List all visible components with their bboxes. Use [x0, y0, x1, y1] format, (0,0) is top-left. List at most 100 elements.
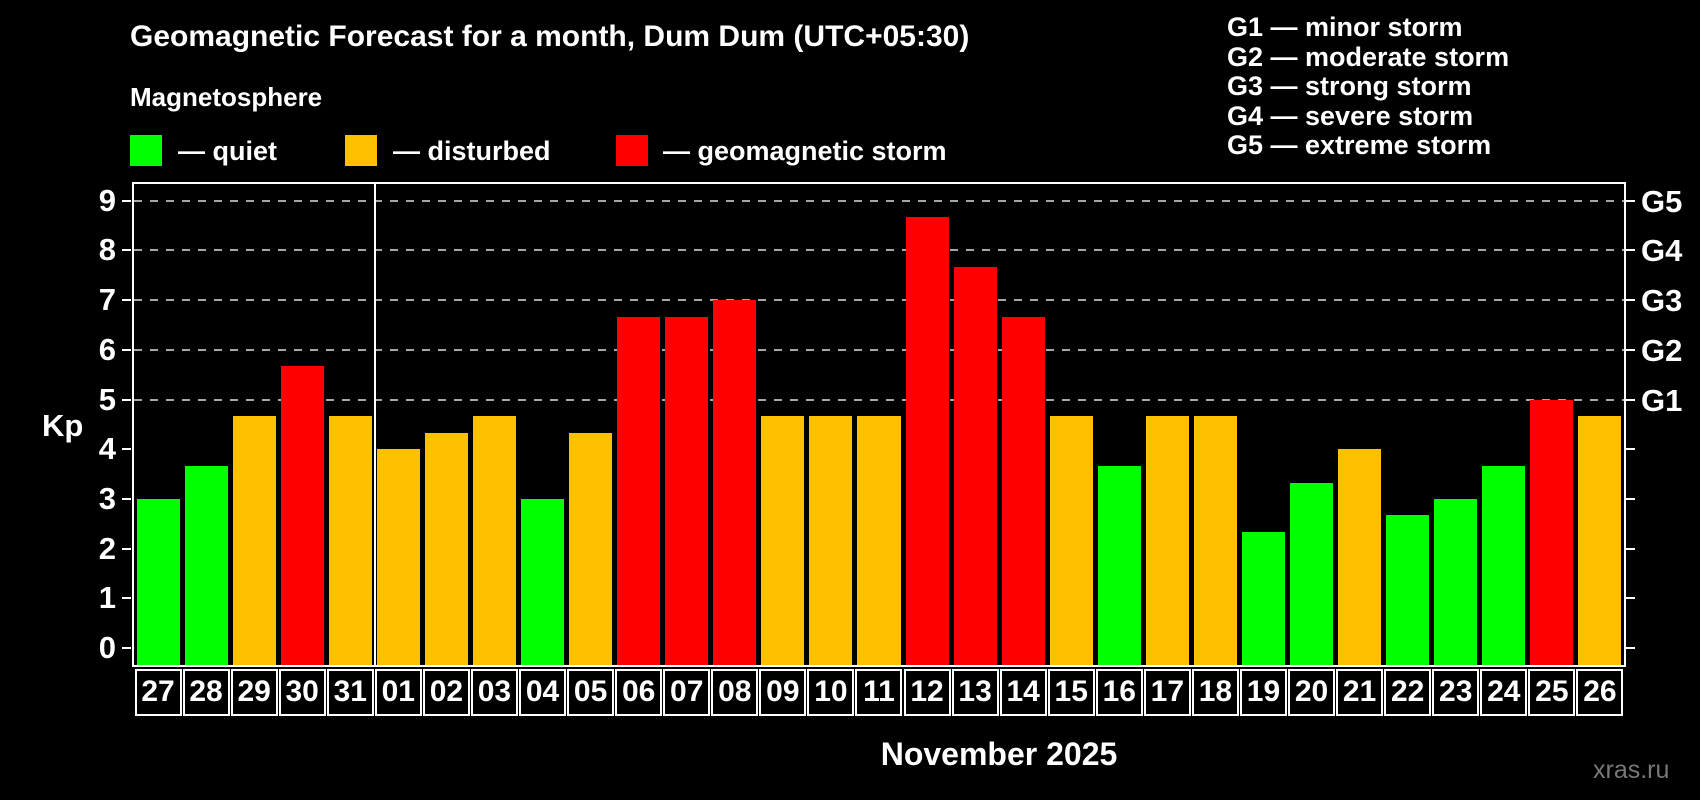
- right-tick-4: [1626, 448, 1635, 451]
- disturbed-legend-label: — disturbed: [393, 136, 551, 166]
- quiet-color-swatch: [130, 135, 162, 166]
- chart-title: Geomagnetic Forecast for a month, Dum Du…: [130, 20, 970, 53]
- date-cell-12: 12: [903, 669, 951, 716]
- g-tick-label-G3: G3: [1641, 283, 1683, 319]
- left-tick-0: [122, 647, 131, 649]
- kp-tick-label-6: 6: [98, 331, 116, 367]
- g-legend-line: G3 — strong storm: [1227, 71, 1472, 102]
- date-cell-23: 23: [1432, 669, 1480, 716]
- date-cell-07: 07: [663, 669, 711, 716]
- date-cell-11: 11: [855, 669, 903, 716]
- plot-inner: [134, 184, 1624, 665]
- magnetosphere-label: Magnetosphere: [130, 82, 323, 112]
- gridline-kp-9: [134, 199, 1624, 202]
- right-tick-0: [1626, 647, 1635, 649]
- date-cell-26: 26: [1576, 669, 1624, 716]
- kp-bar-19: [1241, 532, 1286, 665]
- kp-tick-label-8: 8: [98, 232, 116, 268]
- kp-bar-05: [569, 432, 613, 665]
- kp-bar-20: [1290, 482, 1334, 665]
- left-tick-3: [122, 497, 131, 500]
- date-cell-30: 30: [278, 669, 326, 716]
- date-cell-28: 28: [182, 669, 230, 716]
- kp-bar-07: [665, 316, 709, 665]
- kp-bar-28: [184, 465, 228, 665]
- date-cell-13: 13: [951, 669, 999, 716]
- date-cell-24: 24: [1480, 669, 1528, 716]
- right-tick-3: [1626, 497, 1635, 500]
- right-tick-9: [1626, 199, 1635, 202]
- date-cell-29: 29: [230, 669, 278, 716]
- kp-bar-10: [809, 415, 853, 665]
- g-legend-line: G1 — minor storm: [1227, 12, 1463, 42]
- date-cell-03: 03: [470, 669, 518, 716]
- kp-bar-16: [1097, 465, 1141, 665]
- kp-bar-03: [472, 415, 516, 665]
- date-cell-01: 01: [374, 669, 422, 716]
- g-tick-label-G5: G5: [1641, 183, 1683, 219]
- left-tick-9: [122, 199, 131, 202]
- date-cell-04: 04: [519, 669, 567, 716]
- date-cell-21: 21: [1336, 669, 1384, 716]
- left-tick-1: [122, 597, 131, 600]
- right-tick-8: [1626, 249, 1635, 252]
- kp-bar-09: [761, 415, 805, 665]
- kp-bar-26: [1578, 415, 1622, 665]
- kp-bar-21: [1338, 449, 1382, 665]
- right-tick-6: [1626, 348, 1635, 351]
- g-legend-line: G4 — severe storm: [1227, 100, 1474, 131]
- g-tick-label-G1: G1: [1641, 382, 1683, 418]
- kp-bar-18: [1193, 415, 1237, 665]
- kp-bar-17: [1145, 415, 1189, 665]
- g-scale-legend: G1 — minor storm G2 — moderate storm G3 — …: [1227, 12, 1509, 161]
- right-tick-5: [1626, 398, 1635, 401]
- kp-bar-31: [328, 415, 372, 665]
- kp-bar-23: [1434, 498, 1478, 665]
- kp-tick-label-1: 1: [98, 580, 116, 616]
- disturbed-color-swatch: [345, 135, 377, 166]
- kp-tick-label-0: 0: [98, 630, 116, 665]
- kp-axis-title: Kp: [42, 408, 84, 443]
- gridline-kp-7: [134, 299, 1624, 302]
- kp-tick-label-2: 2: [98, 530, 116, 566]
- kp-bar-15: [1049, 415, 1093, 665]
- kp-bar-02: [424, 432, 468, 665]
- left-tick-2: [122, 547, 131, 550]
- kp-bar-30: [280, 366, 324, 665]
- date-cell-19: 19: [1239, 669, 1287, 716]
- kp-bar-11: [857, 415, 901, 665]
- kp-bar-08: [713, 300, 757, 665]
- gridline-kp-8: [134, 249, 1624, 252]
- date-axis-row: 27 28 29 30 31 01 02 03 04 05 06 07 08 09 10 11 12 13 14 15…: [132, 669, 1626, 716]
- g-tick-label-G2: G2: [1641, 332, 1683, 368]
- watermark: xras.ru: [1593, 756, 1670, 784]
- gridline-kp-5: [134, 398, 1624, 401]
- date-cell-18: 18: [1191, 669, 1239, 716]
- month-label: November 2025: [880, 736, 1118, 772]
- date-cell-31: 31: [326, 669, 374, 716]
- kp-bar-13: [953, 266, 997, 665]
- storm-legend-label: — geomagnetic storm: [663, 136, 947, 166]
- quiet-legend-label: — quiet: [178, 136, 277, 166]
- right-tick-2: [1626, 547, 1635, 550]
- left-tick-7: [122, 299, 131, 302]
- date-cell-17: 17: [1143, 669, 1191, 716]
- kp-bar-06: [617, 316, 661, 665]
- kp-bar-25: [1530, 399, 1574, 665]
- kp-bar-01: [376, 449, 420, 665]
- g-legend-line: G5 — extreme storm: [1227, 130, 1492, 161]
- date-cell-15: 15: [1047, 669, 1095, 716]
- kp-tick-label-3: 3: [98, 480, 116, 516]
- plot-area: [132, 182, 1626, 667]
- storm-color-swatch: [616, 135, 648, 166]
- date-cell-22: 22: [1384, 669, 1432, 716]
- date-cell-20: 20: [1288, 669, 1336, 716]
- date-cell-16: 16: [1095, 669, 1143, 716]
- date-cell-27: 27: [134, 669, 182, 716]
- date-cell-25: 25: [1528, 669, 1576, 716]
- g-tick-label-G4: G4: [1641, 233, 1683, 269]
- date-cell-06: 06: [615, 669, 663, 716]
- date-cell-02: 02: [422, 669, 470, 716]
- left-tick-5: [122, 398, 131, 401]
